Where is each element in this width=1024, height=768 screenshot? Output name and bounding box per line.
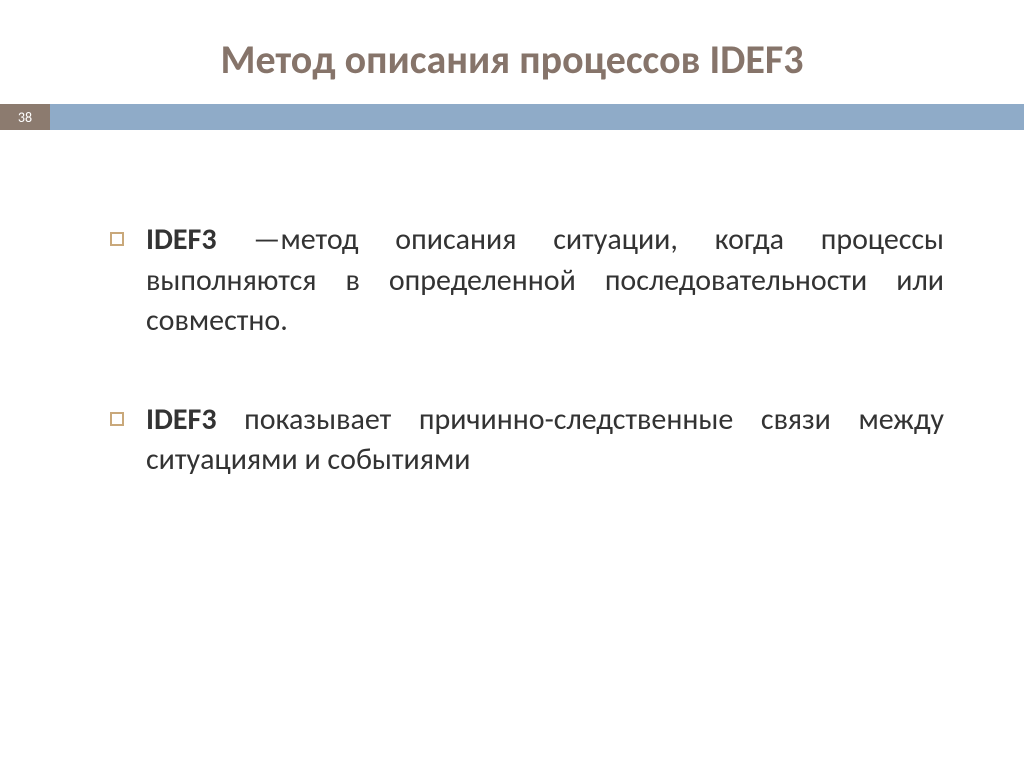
list-item: IDEF3 —метод описания ситуации, когда пр… [110,220,944,342]
bullet-text: IDEF3 —метод описания ситуации, когда пр… [146,220,944,342]
bold-term: IDEF3 [146,221,217,258]
list-item: IDEF3 показывает причинно-следственные с… [110,400,944,481]
page-number-badge: 38 [0,104,50,130]
divider-bar-fill [50,104,1024,130]
bullet-body: показывает причинно-следственные связи м… [146,401,944,479]
bullet-body: —метод описания ситуации, когда процессы… [146,221,944,339]
square-bullet-icon [110,232,124,246]
bold-term: IDEF3 [146,401,217,438]
bullet-text: IDEF3 показывает причинно-следственные с… [146,400,944,481]
divider-bar: 38 [0,104,1024,130]
square-bullet-icon [110,412,124,426]
slide-title: Метод описания процессов IDEF3 [0,0,1024,104]
content-area: IDEF3 —метод описания ситуации, когда пр… [0,130,1024,481]
